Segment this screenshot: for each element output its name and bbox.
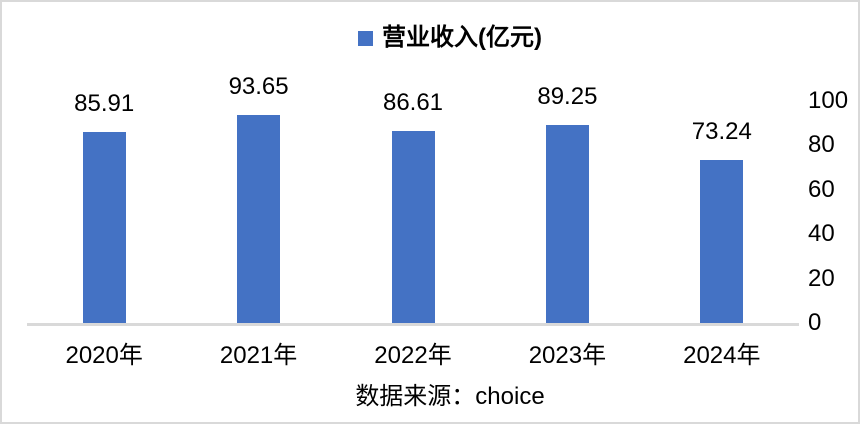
y-tick-label: 100 [808, 87, 849, 114]
x-axis-label: 2023年 [528, 342, 607, 369]
bar-2024年 [700, 160, 744, 323]
y-tick-label: 0 [808, 309, 822, 336]
data-label: 86.61 [382, 89, 444, 116]
y-tick-label: 60 [808, 175, 835, 203]
x-axis-label: 2022年 [374, 342, 452, 369]
bar-2023年 [545, 125, 589, 323]
x-axis-label: 2021年 [219, 342, 298, 369]
x-axis-label: 2020年 [65, 342, 143, 369]
y-tick-label: 40 [808, 220, 835, 248]
bar-2022年 [391, 131, 435, 323]
bar-2020年 [82, 132, 126, 323]
source-note: 数据来源：choice [355, 383, 545, 410]
x-axis-label: 2024年 [683, 342, 761, 369]
data-label: 73.24 [691, 118, 752, 145]
data-label: 93.65 [228, 73, 289, 100]
data-label: 85.91 [74, 90, 135, 117]
data-label: 89.25 [537, 83, 598, 110]
y-tick-label: 80 [808, 131, 835, 159]
y-tick-label: 20 [808, 264, 835, 292]
legend: 营业收入(亿元) [42, 23, 858, 53]
legend-label: 营业收入(亿元) [382, 24, 542, 51]
legend-color-swatch [358, 30, 373, 46]
x-axis-line [27, 323, 799, 326]
bar-2021年 [237, 115, 281, 323]
